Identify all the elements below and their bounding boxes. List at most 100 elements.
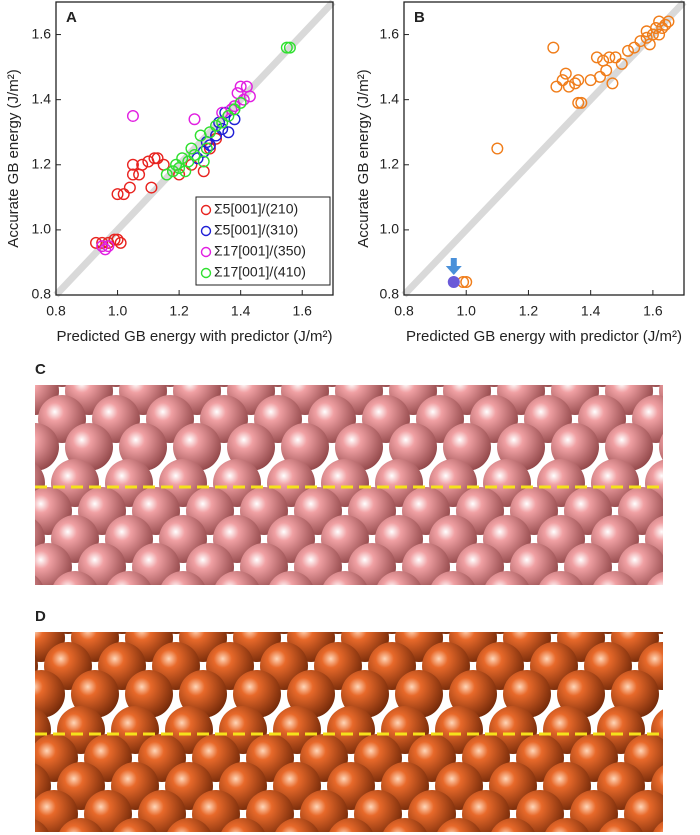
point (575, 96, 588, 109)
point (622, 44, 635, 57)
point (628, 41, 641, 54)
y-tick-label: 0.8 (32, 286, 52, 302)
point (99, 243, 112, 256)
atom (678, 790, 700, 835)
point (126, 168, 139, 181)
point (228, 100, 241, 113)
atom (160, 385, 180, 387)
atom (275, 818, 319, 832)
plot-frame (55, 1, 334, 296)
x-tick-label: 1.6 (292, 303, 312, 319)
atom (686, 339, 700, 387)
atom (624, 790, 663, 832)
point (185, 142, 198, 155)
atom (383, 818, 427, 832)
atom (35, 575, 43, 585)
point (176, 152, 189, 165)
atom (71, 670, 119, 718)
point (547, 41, 560, 54)
atom (161, 571, 205, 585)
atom (653, 821, 663, 832)
atom (35, 819, 49, 832)
atom (294, 543, 342, 585)
panel-label: C (35, 361, 46, 378)
x-axis-label: Predicted GB energy with predictor (J/m²… (406, 328, 682, 345)
point (594, 70, 607, 83)
point (243, 90, 256, 103)
point (188, 113, 201, 126)
y-axis-label: Accurate GB energy (J/m²) (355, 69, 372, 247)
atom (659, 433, 663, 461)
point (216, 116, 229, 129)
plot-frame (403, 1, 685, 296)
atom (592, 385, 612, 387)
atom (431, 571, 475, 585)
point (203, 142, 216, 155)
atom (214, 385, 234, 387)
atom (112, 632, 132, 634)
atom (0, 586, 38, 634)
atom (605, 423, 653, 471)
point (126, 109, 139, 122)
point (197, 165, 210, 178)
point (111, 188, 124, 201)
atom (497, 423, 545, 471)
atom (59, 818, 103, 832)
atom (376, 385, 396, 387)
point (126, 158, 139, 171)
atom (233, 670, 281, 718)
point (179, 165, 192, 178)
point (231, 87, 244, 100)
x-tick-label: 1.0 (108, 303, 128, 319)
atom (564, 543, 612, 585)
atom (35, 654, 38, 678)
point (556, 74, 569, 87)
y-axis-label: Accurate GB energy (J/m²) (5, 69, 22, 247)
atom (125, 670, 173, 718)
y-tick-label: 1.4 (32, 90, 52, 106)
point (166, 165, 179, 178)
atom (0, 790, 24, 835)
atom (65, 423, 113, 471)
atom (240, 543, 288, 585)
atom-image (0, 339, 700, 591)
point (656, 22, 669, 35)
atom (287, 670, 335, 718)
atom (678, 734, 700, 782)
point (197, 155, 210, 168)
point (133, 168, 146, 181)
atom (557, 670, 605, 718)
atom (647, 571, 663, 585)
point (590, 51, 603, 64)
point (237, 93, 250, 106)
y-tick-label: 0.8 (380, 286, 400, 302)
x-tick-label: 1.4 (581, 303, 601, 319)
y-tick-label: 1.6 (380, 25, 400, 41)
point (234, 80, 247, 93)
diagonal (401, 0, 687, 298)
atom (113, 818, 157, 832)
atom (0, 487, 18, 535)
legend-label: Σ17[001]/(350) (214, 243, 306, 259)
point (136, 158, 149, 171)
point (662, 15, 675, 28)
atom (0, 734, 24, 782)
diagonal (53, 0, 336, 298)
atom (107, 571, 151, 585)
point (114, 236, 127, 249)
atom (268, 385, 288, 387)
atom (35, 670, 65, 718)
atom (618, 543, 663, 585)
point (280, 41, 293, 54)
point (640, 25, 653, 38)
atom (672, 543, 700, 591)
point (600, 64, 613, 77)
atom (348, 543, 396, 585)
legend-marker (200, 267, 212, 279)
point (234, 96, 247, 109)
legend-label: Σ5[001]/(210) (214, 201, 298, 217)
point (203, 126, 216, 139)
atom (437, 818, 481, 832)
atom (0, 543, 18, 591)
atom (132, 543, 180, 585)
